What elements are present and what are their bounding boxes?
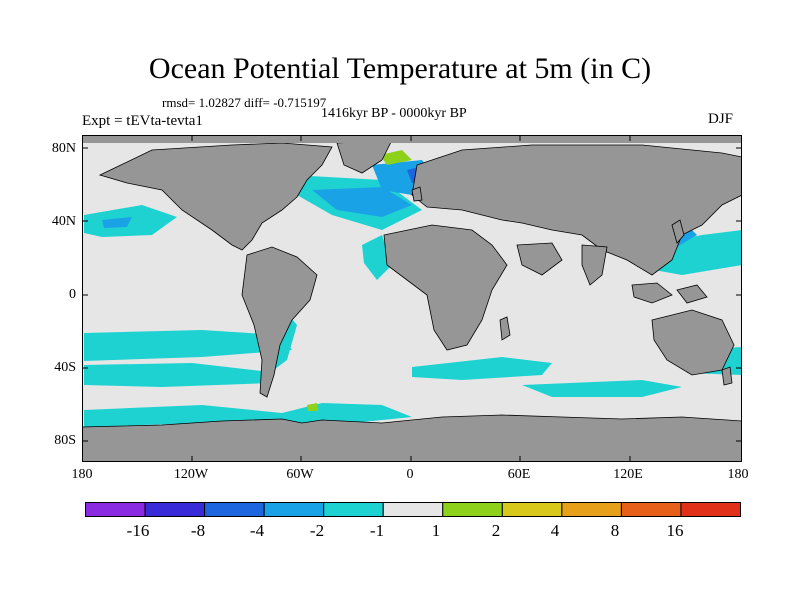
- lat-label-80n: 80N: [51, 141, 76, 156]
- axis-ticks: [82, 135, 742, 462]
- madagascar: [499, 316, 511, 341]
- lon-label-120e: 120E: [613, 467, 643, 482]
- anomaly-south-indian-ocean-east: [522, 380, 682, 397]
- anomaly-greenland-sea: [380, 150, 412, 165]
- colorbar-label-16: 16: [666, 521, 684, 540]
- colorbar-box: [204, 502, 265, 517]
- colorbar-label-neg2: -2: [309, 521, 325, 540]
- africa: [383, 224, 508, 351]
- colorbar-box: [85, 502, 146, 517]
- anomaly-tropical-atlantic: [362, 235, 392, 280]
- colorbar-box: [144, 502, 206, 517]
- colorbar-box: [501, 502, 563, 517]
- arabia: [516, 242, 563, 276]
- colorbar-boxes: [85, 502, 741, 517]
- colorbar-label-1: 1: [431, 521, 441, 540]
- south-america: [241, 246, 318, 398]
- new-zealand: [721, 366, 733, 386]
- lat-label-40s: 40S: [54, 360, 76, 375]
- period-label: 1416kyr BP - 0000kyr BP: [321, 106, 467, 121]
- antarctica: [82, 414, 742, 462]
- colorbar-label-neg16: -16: [126, 521, 150, 540]
- colorbar-label-8: 8: [610, 521, 620, 540]
- lat-label-40n: 40N: [51, 214, 76, 229]
- map-title: Ocean Potential Temperature at 5m (in C): [148, 52, 652, 85]
- colorbar-box: [680, 502, 741, 517]
- arctic-mask: [82, 135, 742, 143]
- lon-label-180e: 180: [727, 467, 749, 482]
- colorbar: [85, 502, 741, 517]
- colorbar-box: [323, 502, 384, 517]
- map-frame: [82, 135, 742, 462]
- lon-label-120w: 120W: [173, 467, 209, 482]
- world-map: [82, 135, 742, 462]
- british-isles: [411, 186, 423, 202]
- anomaly-north-pacific-patch: [102, 217, 132, 228]
- season-label: DJF: [708, 111, 734, 127]
- colorbar-box: [620, 502, 682, 517]
- anomaly-green-regions: [307, 150, 412, 411]
- maritime-continent: [631, 282, 673, 304]
- new-guinea: [676, 284, 708, 304]
- lon-label-180w: 180: [71, 467, 93, 482]
- colorbar-box: [382, 502, 444, 517]
- india: [581, 244, 608, 286]
- colorbar-label-4: 4: [550, 521, 560, 540]
- anomaly-south-indian-ocean: [412, 357, 552, 380]
- experiment-label: Expt = tEVta-tevta1: [82, 113, 203, 129]
- land-masses: [82, 139, 742, 462]
- anomaly-weddell-patch: [307, 403, 318, 411]
- colorbar-box: [263, 502, 325, 517]
- colorbar-label-neg4: -4: [249, 521, 265, 540]
- colorbar-label-neg1: -1: [369, 521, 385, 540]
- anomaly-south-pacific-band-2: [84, 363, 272, 387]
- north-america: [98, 142, 333, 251]
- lon-label-60w: 60W: [286, 467, 314, 482]
- lon-label-0: 0: [406, 467, 414, 482]
- anomaly-gulf-stream: [312, 187, 412, 217]
- colorbar-box: [561, 502, 622, 517]
- stats-label: rmsd= 1.02827 diff= -0.715197: [162, 95, 327, 110]
- colorbar-label-neg8: -8: [190, 521, 206, 540]
- lat-label-80s: 80S: [54, 433, 76, 448]
- anomaly-north-pacific-west: [84, 205, 177, 237]
- anomaly-south-pacific-band-1: [84, 330, 292, 361]
- eurasia: [411, 144, 742, 276]
- japan: [671, 219, 685, 244]
- lat-label-0: 0: [69, 287, 76, 302]
- colorbar-label-2: 2: [491, 521, 501, 540]
- colorbar-box: [442, 502, 503, 517]
- lon-label-60e: 60E: [507, 467, 531, 482]
